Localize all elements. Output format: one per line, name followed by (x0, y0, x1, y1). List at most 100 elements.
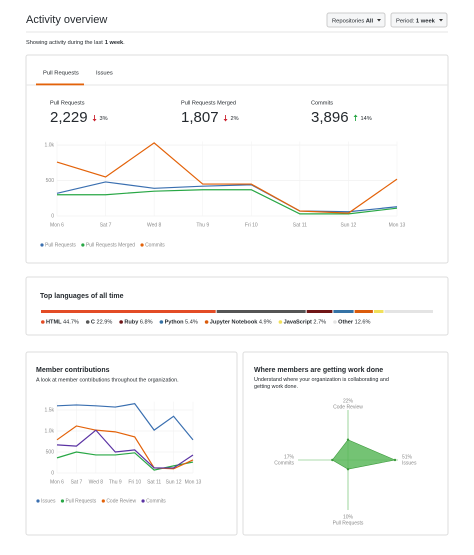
card-subtitle: Understand where your organization is co… (254, 377, 389, 390)
x-tick-label: Fri 10 (245, 222, 258, 228)
stat-change: 14% (361, 116, 372, 122)
legend-swatch (40, 243, 44, 247)
legend-label: Code Review (106, 498, 136, 504)
language-name: JavaScript (284, 319, 312, 325)
page-title: Activity overview (26, 14, 107, 26)
card-title: Member contributions (36, 367, 110, 374)
x-tick-label: Thu 9 (109, 479, 122, 485)
x-tick-label: Mon 6 (50, 479, 64, 485)
language-name: C (91, 319, 95, 325)
card-title: Top languages of all time (40, 293, 124, 300)
legend-swatch (101, 499, 105, 503)
line-series (57, 189, 398, 215)
radar-point (393, 458, 397, 462)
legend-swatch (140, 243, 144, 247)
stat-label: Commits (311, 100, 333, 106)
card-subtitle: A look at member contributions throughou… (36, 377, 179, 383)
language-percent: 44.7% (63, 319, 79, 325)
language-dot (333, 320, 337, 324)
language-segment (373, 310, 384, 313)
filter-value[interactable]: 1 week (416, 18, 436, 24)
language-name: HTML (46, 319, 62, 325)
x-tick-label: Sat 7 (100, 222, 112, 228)
filter-button[interactable] (390, 12, 448, 28)
language-percent: 5.4% (185, 319, 198, 325)
language-dot (204, 320, 209, 324)
active-tab-indicator (36, 83, 84, 86)
x-tick-label: Mon 13 (389, 222, 406, 228)
y-tick-label: 0 (51, 213, 54, 219)
language-percent: 2.7% (313, 319, 326, 325)
language-segment (216, 310, 306, 313)
filter-button[interactable] (326, 12, 386, 28)
language-segment (354, 310, 373, 313)
line-series (56, 181, 398, 213)
subtitle-line: getting work done. (254, 384, 298, 390)
radar-axis-label: Pull Requests (333, 520, 364, 526)
language-name: Ruby (124, 319, 139, 325)
x-tick-label: Sun 12 (340, 222, 356, 228)
subtitle-text: Showing activity during the last (26, 40, 103, 46)
radar-value-label: 10% (343, 514, 354, 520)
language-name: Python (165, 319, 185, 325)
radar-axis-label: Issues (402, 460, 417, 466)
language-name: Jupyter Notebook (210, 319, 258, 325)
radar-axis-label: Code Review (333, 404, 363, 410)
language-dot (41, 320, 45, 324)
language-dot (119, 320, 123, 324)
filter-text[interactable]: Period: 1 week (396, 18, 436, 24)
stat-change: 2% (231, 116, 239, 122)
language-percent: 12.6% (355, 319, 371, 325)
legend-label: Issues (41, 498, 56, 504)
language-dot (159, 320, 164, 324)
legend-label: Pull Requests Merged (86, 242, 135, 248)
stat-value: 1,807 (181, 109, 219, 126)
language-segment (41, 310, 216, 313)
line-series (56, 429, 194, 469)
radar-value-label: 51% (402, 454, 413, 460)
stat-value: 2,229 (50, 109, 88, 126)
y-tick-label: 500 (46, 449, 55, 455)
subtitle-line: Understand where your organization is co… (254, 377, 389, 383)
line-series (56, 142, 398, 214)
legend-swatch (36, 499, 40, 503)
language-percent: 4.9% (259, 319, 272, 325)
line-series (56, 403, 194, 441)
x-tick-label: Sat 11 (147, 479, 161, 485)
filter-text[interactable]: Repositories All (332, 18, 374, 24)
stat-value: 3,896 (311, 109, 349, 126)
x-tick-label: Mon 13 (185, 479, 202, 485)
y-tick-label: 0 (51, 470, 54, 476)
tab[interactable]: Issues (96, 71, 113, 77)
language-percent: 6.8% (140, 319, 153, 325)
card (25, 351, 238, 536)
x-tick-label: Mon 6 (50, 222, 64, 228)
line-series (56, 425, 194, 470)
filter-label[interactable]: Period: (396, 18, 415, 24)
stat-label: Pull Requests (50, 100, 85, 106)
legend-label: Commits (146, 498, 166, 504)
legend-swatch (81, 243, 85, 247)
legend-label: Pull Requests (45, 242, 76, 248)
subtitle: Showing activity during the last 1 week. (26, 40, 125, 46)
language-segment (333, 310, 354, 313)
y-tick-label: 1.0k (45, 428, 55, 434)
filter-label[interactable]: Repositories (332, 18, 364, 24)
y-tick-label: 500 (46, 178, 55, 184)
line-series (56, 451, 194, 471)
language-dot (85, 320, 90, 324)
x-tick-label: Wed 8 (89, 479, 104, 485)
tab[interactable]: Pull Requests (43, 71, 79, 77)
legend-label: Commits (145, 242, 165, 248)
legend-swatch (60, 499, 65, 503)
x-tick-label: Sat 7 (71, 479, 83, 485)
language-dot (278, 320, 283, 324)
x-tick-label: Sun 12 (166, 479, 182, 485)
language-name: Other (338, 319, 354, 325)
filter-value[interactable]: All (366, 18, 374, 24)
caret[interactable] (439, 19, 443, 22)
caret[interactable] (377, 19, 381, 22)
radar-axis-label: Commits (274, 460, 294, 466)
subtitle-value: 1 week (105, 40, 124, 46)
